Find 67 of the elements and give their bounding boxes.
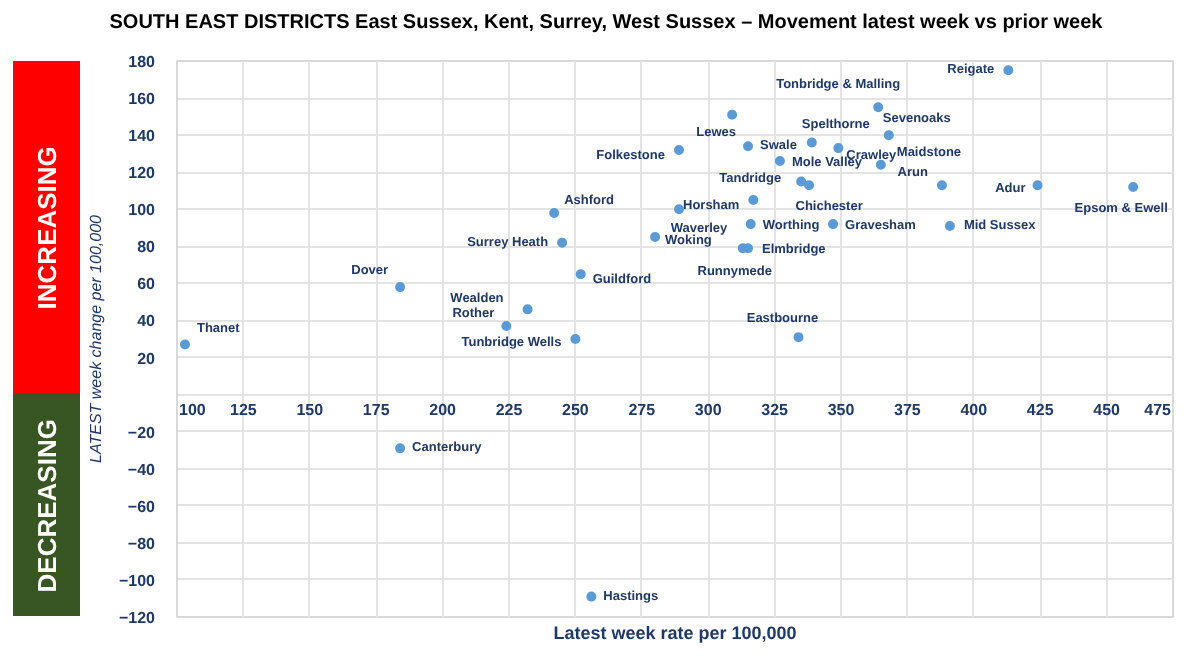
x-tick-label: 200 xyxy=(429,400,458,419)
point xyxy=(806,137,817,148)
point xyxy=(1128,182,1139,193)
x-tick-label: 225 xyxy=(495,400,524,419)
y-tick-label: 160 xyxy=(128,90,157,109)
point xyxy=(1032,180,1043,191)
point xyxy=(745,219,756,230)
x-tick-label: 250 xyxy=(562,400,590,419)
x-tick-label: 400 xyxy=(960,400,989,419)
point xyxy=(575,269,586,280)
y-tick-label: 100 xyxy=(128,201,157,220)
x-tick-label: 425 xyxy=(1026,400,1055,419)
y-tick-label: −40 xyxy=(127,460,157,479)
x-tick-label: 275 xyxy=(628,400,657,419)
point xyxy=(395,282,406,293)
point xyxy=(586,591,597,602)
y-tick-label: 80 xyxy=(137,238,157,257)
y-tick-label: −120 xyxy=(118,609,157,627)
x-tick-label: 100 xyxy=(179,400,207,419)
point xyxy=(1003,65,1014,76)
x-tick-label: 475 xyxy=(1144,400,1173,419)
point xyxy=(936,180,947,191)
point xyxy=(774,156,785,167)
x-tick-label: 300 xyxy=(694,400,723,419)
point xyxy=(522,304,533,315)
point xyxy=(179,339,190,350)
x-tick-label: 175 xyxy=(362,400,391,419)
point xyxy=(748,195,759,205)
point xyxy=(883,130,894,141)
chart-title: SOUTH EAST DISTRICTS East Sussex, Kent, Surrey, West Sussex – Movement latest week vs prior week xyxy=(109,10,1103,38)
y-tick-label: 20 xyxy=(137,349,157,368)
y-tick-label: 40 xyxy=(137,312,157,331)
point xyxy=(743,141,754,152)
y-tick-label: 60 xyxy=(137,275,157,294)
point xyxy=(833,143,844,154)
point xyxy=(873,102,884,113)
point xyxy=(944,220,955,231)
point xyxy=(828,219,839,230)
point xyxy=(557,237,568,248)
point xyxy=(501,321,512,332)
text: DECREASING xyxy=(32,419,62,593)
point xyxy=(673,144,684,155)
point xyxy=(395,443,406,454)
point xyxy=(796,176,807,187)
y-tick-label: 120 xyxy=(128,164,157,183)
point xyxy=(570,334,581,344)
y-tick-label: −100 xyxy=(118,571,157,590)
point xyxy=(650,232,661,243)
y-tick-label: −80 xyxy=(127,534,157,553)
x-axis-title: Latest week rate per 100,000 xyxy=(553,623,797,643)
point xyxy=(804,180,815,191)
y-tick-label: −20 xyxy=(127,423,157,442)
x-tick-label: 350 xyxy=(827,400,856,419)
y-tick-label: 180 xyxy=(128,53,157,71)
point xyxy=(549,207,560,218)
x-tick-label: 450 xyxy=(1093,400,1122,419)
x-tick-label: 150 xyxy=(296,400,325,419)
x-tick-label: 325 xyxy=(761,400,790,419)
y-tick-label: −60 xyxy=(127,497,157,516)
text: INCREASING xyxy=(32,146,62,310)
y-axis-title: LATEST week change per 100,000 xyxy=(86,213,105,463)
x-tick-label: 375 xyxy=(894,400,922,419)
x-tick-label: 125 xyxy=(230,400,258,419)
point xyxy=(673,204,684,215)
y-tick-label: 140 xyxy=(128,127,157,146)
point xyxy=(793,332,804,343)
point xyxy=(727,109,738,120)
